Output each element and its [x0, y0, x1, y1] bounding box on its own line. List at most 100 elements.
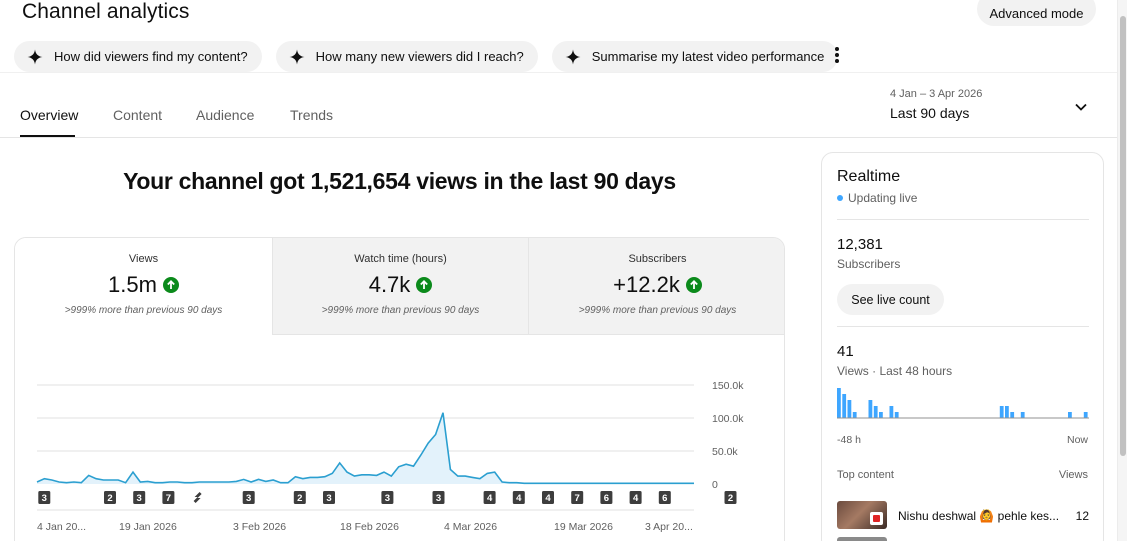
tab-trends[interactable]: Trends: [290, 107, 334, 123]
realtime-bar: [1083, 412, 1088, 418]
realtime-bar: [1020, 412, 1025, 418]
upload-marker-count: 2: [107, 493, 112, 504]
metric-subscribers[interactable]: Subscribers +12.2k >999% more than previ…: [528, 238, 784, 335]
realtime-bar: [842, 394, 847, 418]
y-tick-label: 0: [712, 479, 718, 491]
date-range-text: 4 Jan – 3 Apr 2026: [890, 88, 983, 100]
suggestion-chip-label: How many new viewers did I reach?: [315, 49, 524, 64]
upload-marker-count: 3: [326, 493, 331, 504]
x-tick-label: 3 Apr 20...: [645, 521, 693, 533]
realtime-views-label: Views · Last 48 hours: [837, 364, 953, 378]
realtime-status-text: Updating live: [848, 191, 918, 205]
suggestion-chip-performance[interactable]: Summarise my latest video performance: [551, 41, 839, 72]
top-content-heading: Top content: [837, 469, 894, 481]
metric-label: Watch time (hours): [354, 253, 447, 265]
realtime-bar: [868, 400, 873, 418]
upload-marker: [381, 491, 394, 504]
upload-marker-count: 2: [728, 493, 733, 504]
metric-value-row: 1.5m: [15, 272, 272, 298]
more-vert-icon[interactable]: [828, 44, 846, 68]
metric-value: +12.2k: [613, 272, 680, 297]
realtime-axis-start: -48 h: [837, 434, 861, 446]
chevron-down-icon[interactable]: [1073, 99, 1089, 115]
x-tick-label: 18 Feb 2026: [340, 521, 399, 533]
realtime-bar: [999, 406, 1004, 418]
suggestion-chip-traffic[interactable]: How did viewers find my content?: [14, 41, 262, 72]
upload-marker: [658, 491, 671, 504]
upload-marker: [542, 491, 554, 504]
scrollbar-thumb[interactable]: [1120, 16, 1126, 456]
realtime-status: Updating live: [837, 191, 917, 205]
realtime-card: Realtime Updating live 12,381 Subscriber…: [821, 152, 1104, 541]
y-tick-label: 50.0k: [712, 446, 738, 458]
realtime-bar: [1068, 412, 1072, 418]
suggestion-chip-label: Summarise my latest video performance: [591, 49, 825, 64]
metric-value: 4.7k: [368, 272, 411, 297]
realtime-title: Realtime: [837, 168, 901, 185]
video-thumbnail[interactable]: [837, 537, 887, 541]
divider: [837, 326, 1089, 327]
sparkle-icon: [565, 49, 581, 64]
upload-marker-count: 3: [436, 493, 441, 504]
upload-marker: [162, 491, 175, 504]
x-tick-label: 19 Jan 2026: [119, 521, 177, 533]
views-line: [36, 412, 694, 485]
shorts-marker-icon: [193, 492, 202, 503]
upload-marker-count: 3: [137, 493, 142, 504]
video-views: 12: [1075, 509, 1089, 523]
y-tick-label: 100.0k: [712, 413, 744, 425]
sparkle-icon: [289, 49, 305, 64]
upload-marker-count: 6: [662, 493, 667, 504]
shorts-badge-icon: [870, 512, 883, 525]
upload-marker-count: 7: [575, 493, 580, 504]
tab-content[interactable]: Content: [113, 107, 163, 123]
overview-card: Views 1.5m >999% more than previous 90 d…: [14, 237, 785, 541]
upload-marker-count: 4: [633, 493, 639, 504]
suggestion-chip-new-viewers[interactable]: How many new viewers did I reach?: [275, 41, 538, 72]
y-tick-label: 150.0k: [712, 380, 744, 392]
video-thumbnail[interactable]: [837, 501, 887, 529]
tab-overview[interactable]: Overview: [20, 107, 79, 123]
upload-marker: [323, 491, 335, 504]
realtime-views-bar-chart[interactable]: [837, 388, 1089, 428]
metric-comparison: >999% more than previous 90 days: [321, 305, 480, 316]
see-live-count-button[interactable]: See live count: [837, 284, 944, 315]
date-range-select[interactable]: Last 90 days: [890, 105, 970, 121]
top-content-row[interactable]: Nishu deshwal 🙆 pehle kes... 12: [837, 501, 1089, 531]
overview-headline: Your channel got 1,521,654 views in the …: [123, 168, 676, 194]
metric-label: Subscribers: [628, 253, 687, 265]
upload-marker: [104, 491, 116, 504]
x-tick-label: 4 Jan 20...: [37, 521, 86, 533]
realtime-bar: [852, 412, 857, 418]
upload-marker: [571, 491, 584, 504]
suggestion-chips: How did viewers find my content? How man…: [14, 41, 839, 72]
active-tab-indicator: [20, 135, 75, 137]
views-line-chart[interactable]: 150.0k 100.0k 50.0k 0 3 2 3 7 3 2 3 3 3 4 4 4 7 6 4 6 2 4 Jan…: [0, 0, 800, 541]
advanced-mode-button[interactable]: Advanced mode: [977, 0, 1096, 26]
arrow-up-icon: [162, 277, 179, 293]
upload-marker: [600, 491, 613, 504]
realtime-views-value: 41: [837, 343, 854, 360]
metric-value-row: 4.7k: [273, 272, 528, 298]
upload-marker-count: 4: [516, 493, 522, 504]
realtime-axis-end: Now: [1066, 434, 1088, 446]
realtime-bar: [847, 400, 852, 418]
views-area: [37, 412, 694, 484]
video-title[interactable]: Nishu deshwal 🙆 pehle kes...: [898, 509, 1058, 523]
upload-marker-count: 7: [166, 493, 171, 504]
upload-marker-count: 3: [385, 493, 390, 504]
realtime-bar: [837, 388, 841, 418]
upload-marker: [432, 491, 445, 504]
realtime-bar: [889, 406, 894, 418]
upload-marker: [483, 491, 496, 504]
metric-views[interactable]: Views 1.5m >999% more than previous 90 d…: [15, 238, 272, 335]
upload-marker: [512, 491, 525, 504]
tab-audience[interactable]: Audience: [196, 107, 255, 123]
suggestion-chip-label: How did viewers find my content?: [54, 49, 248, 64]
upload-marker: [242, 491, 255, 504]
metric-watch-time[interactable]: Watch time (hours) 4.7k >999% more than …: [272, 238, 528, 335]
upload-marker: [293, 491, 306, 504]
page-scrollbar[interactable]: [1117, 0, 1127, 541]
metric-comparison: >999% more than previous 90 days: [64, 305, 223, 316]
x-tick-label: 19 Mar 2026: [554, 521, 613, 533]
